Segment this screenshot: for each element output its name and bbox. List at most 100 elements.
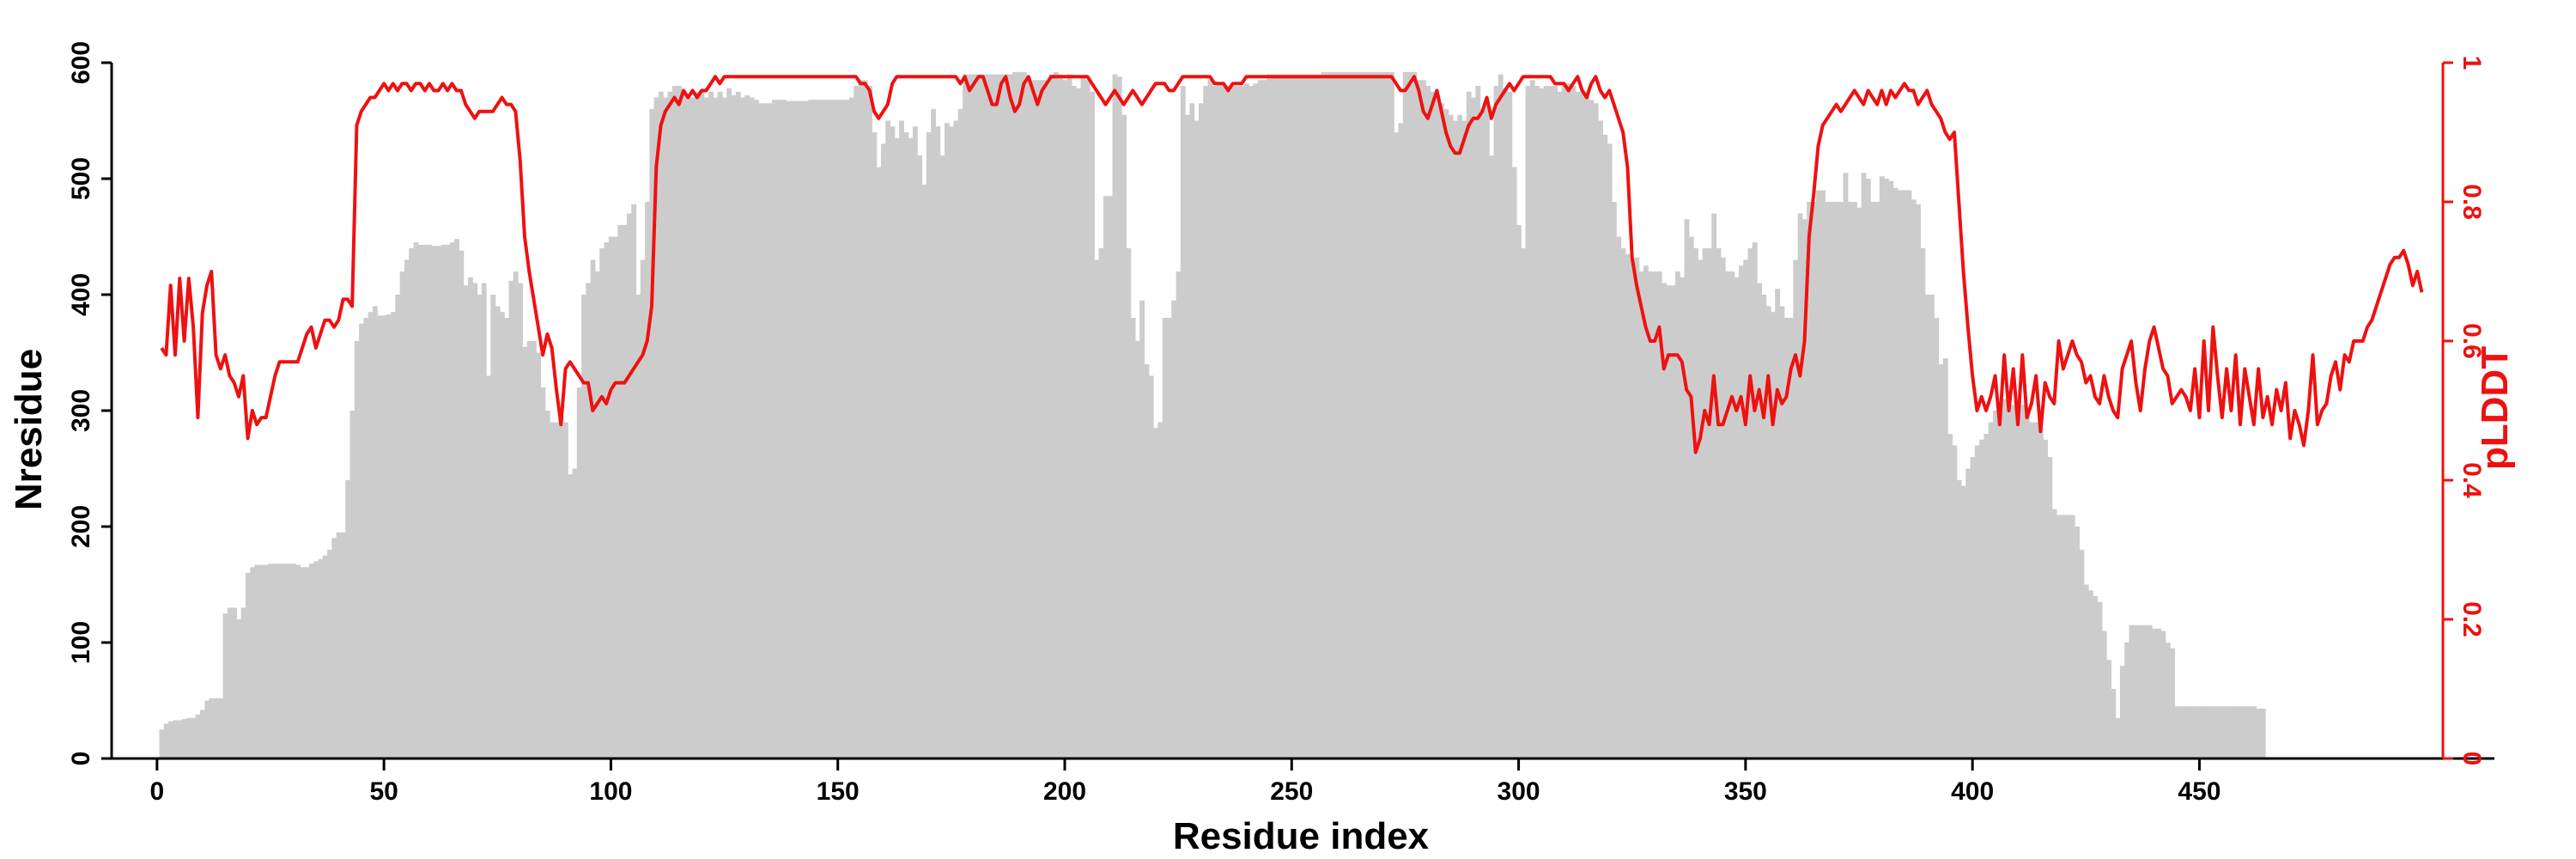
bar	[1752, 242, 1758, 758]
bar	[830, 100, 836, 758]
bar	[1134, 341, 1140, 758]
bar	[222, 613, 228, 758]
bar	[1906, 190, 1912, 758]
bar	[1189, 103, 1195, 758]
bar	[2196, 706, 2202, 758]
y2-tick-label: 0.6	[2458, 323, 2486, 359]
bar	[590, 259, 596, 758]
bar	[1611, 202, 1617, 758]
bar	[209, 698, 215, 758]
bar	[989, 74, 995, 758]
bar	[472, 283, 478, 758]
x-tick-label: 350	[1724, 777, 1767, 806]
bar	[1547, 86, 1553, 758]
bar	[1425, 86, 1431, 758]
bar	[2129, 624, 2135, 758]
bar	[1861, 173, 1867, 758]
bar	[1384, 71, 1390, 759]
bar	[404, 259, 410, 758]
bar	[1815, 190, 1821, 758]
bar	[1026, 76, 1031, 758]
bar	[1466, 91, 1472, 758]
bar	[2002, 399, 2008, 758]
y2-axis-title: pLDDT	[2474, 346, 2516, 470]
bar	[1865, 179, 1871, 758]
bar	[1729, 271, 1735, 758]
bar	[649, 109, 655, 758]
bar	[2156, 628, 2162, 758]
bar	[1902, 190, 1908, 758]
bar	[363, 318, 369, 758]
bar	[1461, 120, 1467, 758]
bar	[2061, 515, 2067, 758]
nresidue-bars	[159, 71, 2266, 759]
bar	[917, 155, 923, 758]
bar	[1475, 86, 1481, 758]
bar	[581, 295, 586, 758]
bar	[1493, 86, 1499, 758]
bar	[377, 315, 383, 758]
bar	[1344, 71, 1349, 759]
bar	[204, 700, 210, 758]
bar	[1420, 80, 1426, 758]
bar	[1521, 248, 1527, 758]
bar	[1457, 114, 1463, 758]
y-tick-label: 600	[67, 41, 95, 84]
bar	[967, 74, 973, 758]
bar	[790, 101, 796, 759]
bar	[617, 225, 623, 758]
bar	[762, 103, 769, 758]
bar	[2056, 515, 2062, 758]
bar	[699, 91, 705, 758]
bar	[2069, 515, 2075, 758]
bar	[1484, 103, 1490, 758]
bar	[1602, 134, 1608, 758]
bar	[536, 352, 542, 758]
bar	[191, 717, 197, 758]
bar	[971, 74, 977, 758]
bar	[345, 480, 351, 758]
bar	[953, 120, 959, 758]
bar	[626, 213, 632, 758]
bar	[1171, 300, 1177, 758]
y-tick-label: 500	[67, 157, 95, 200]
bar	[1825, 202, 1831, 758]
bar	[1357, 71, 1363, 759]
bar	[449, 242, 455, 758]
bar	[854, 86, 860, 758]
bar	[490, 295, 496, 758]
bar	[232, 607, 237, 758]
bar	[1225, 86, 1231, 758]
bar	[173, 720, 179, 758]
bar	[245, 573, 251, 758]
bar	[1162, 318, 1168, 758]
bar	[308, 564, 314, 758]
x-tick-label: 300	[1498, 777, 1540, 806]
bar	[463, 285, 469, 758]
bar	[2224, 706, 2230, 758]
bar	[885, 120, 891, 758]
bar	[1285, 74, 1291, 758]
bar	[1339, 71, 1345, 759]
bar	[391, 312, 396, 758]
bar	[1098, 248, 1104, 758]
bar	[981, 74, 987, 758]
bar	[322, 555, 328, 758]
bar	[340, 532, 346, 758]
y-axis-title: Nresidue	[8, 349, 50, 510]
bar	[1489, 155, 1495, 758]
bar	[1589, 100, 1595, 758]
y-tick-label: 0	[67, 752, 95, 766]
bar	[327, 550, 332, 758]
bar	[1003, 74, 1009, 758]
bar	[2033, 422, 2039, 758]
bar	[622, 225, 628, 758]
bar	[1625, 253, 1631, 758]
bar	[713, 97, 719, 758]
bar	[481, 283, 487, 758]
bar	[1992, 411, 1998, 758]
bar	[272, 564, 278, 758]
y2-tick-label: 0.4	[2458, 462, 2486, 498]
bar	[931, 109, 936, 758]
